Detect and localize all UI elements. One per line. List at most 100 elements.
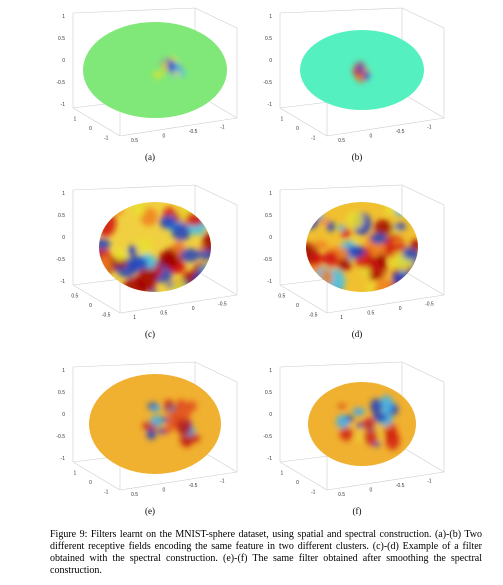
pattern-blobs — [142, 398, 200, 448]
axis-line — [72, 284, 121, 314]
pattern-blobs — [153, 56, 186, 79]
pattern-blob — [99, 211, 107, 217]
z-tick-label: 1 — [269, 191, 272, 197]
z-tick-label: 1 — [269, 14, 272, 20]
x-tick-label: -0.5 — [102, 312, 111, 318]
pattern-blob — [189, 433, 200, 443]
x-tick-label: 0 — [89, 126, 92, 132]
y-tick-label: 0 — [369, 487, 372, 493]
pattern-blob — [322, 250, 339, 267]
pattern-blob — [326, 221, 336, 232]
pattern-blob — [365, 284, 377, 292]
axis-line — [401, 184, 445, 206]
axis-line — [401, 7, 445, 29]
y-tick-label: 0 — [192, 306, 195, 312]
subfigure-label: (f) — [353, 506, 362, 516]
pattern-blob — [171, 223, 191, 242]
y-tick-label: -0.5 — [189, 483, 198, 489]
pattern-blob — [363, 428, 379, 446]
x-tick-label: 0 — [296, 126, 299, 132]
subfigure-label: (c) — [145, 329, 155, 339]
z-tick-label: 1 — [62, 191, 65, 197]
axis-line — [326, 471, 445, 491]
axis-line — [119, 294, 238, 314]
pattern-blob — [338, 404, 346, 409]
pattern-blob — [150, 405, 161, 412]
y-tick-label: -1 — [220, 124, 225, 130]
pattern-blob — [335, 289, 342, 292]
axis-line — [279, 184, 403, 191]
pattern-blobs — [352, 62, 370, 83]
pattern-blob — [316, 212, 324, 220]
pattern-blob — [356, 422, 363, 429]
caption: Figure 9: Filters learnt on the MNIST-sp… — [50, 529, 482, 576]
axis-line — [279, 107, 328, 137]
axis-line — [72, 184, 196, 191]
pattern-blob — [374, 219, 393, 236]
pattern-blob — [153, 71, 163, 79]
x-tick-label: 1 — [73, 117, 76, 123]
z-tick-label: 0 — [62, 235, 65, 241]
x-tick-label: 0 — [89, 303, 92, 309]
y-tick-label: -1 — [220, 478, 225, 484]
z-tick-label: -1 — [61, 102, 66, 108]
axis-line — [401, 361, 445, 383]
axis-line — [194, 7, 238, 29]
pattern-blob — [163, 426, 172, 434]
x-tick-label: 0 — [296, 303, 299, 309]
axis-line — [194, 361, 238, 383]
subfigure: 1 0.5 0 -0.5 -1 1 0 -1 0.5 0 -0.5 -1 (e) — [56, 361, 238, 516]
pattern-blob — [377, 252, 387, 265]
pattern-blob — [150, 415, 164, 427]
axis-line — [279, 7, 403, 14]
subfigure: 1 0.5 0 -0.5 -1 0.5 0 -0.5 1 0.5 0 -0.5 (c) — [56, 184, 238, 339]
z-tick-label: 0 — [269, 235, 272, 241]
pattern-blob — [180, 248, 200, 263]
y-tick-label: -0.5 — [189, 129, 198, 135]
z-tick-label: 0 — [269, 58, 272, 64]
pattern-blob — [399, 278, 414, 292]
z-tick-label: -0.5 — [56, 434, 65, 440]
sphere-pattern — [153, 56, 186, 79]
z-tick-label: 0.5 — [58, 390, 65, 396]
pattern-blob — [99, 255, 112, 273]
pattern-blob — [347, 245, 366, 258]
pattern-blob — [352, 237, 360, 245]
subfigure-label: (d) — [352, 329, 363, 339]
pattern-blob — [388, 285, 396, 291]
pattern-blob — [132, 202, 146, 218]
z-tick-label: -1 — [61, 279, 66, 285]
pattern-blob — [384, 204, 396, 216]
subfigure-label: (e) — [145, 506, 155, 516]
y-tick-label: 0.5 — [338, 492, 345, 498]
axis-line — [72, 7, 196, 14]
z-tick-label: -1 — [268, 279, 273, 285]
axis-line — [72, 461, 121, 491]
y-tick-label: 0.5 — [338, 138, 345, 144]
pattern-blob — [197, 202, 207, 206]
y-tick-label: 0 — [162, 133, 165, 139]
z-tick-label: -0.5 — [56, 257, 65, 263]
axis-line — [194, 269, 238, 296]
axis-line — [72, 107, 121, 137]
pattern-blob — [160, 417, 169, 423]
y-tick-label: 0 — [369, 133, 372, 139]
pattern-blob — [346, 423, 354, 428]
subfigure: 1 0.5 0 -0.5 -1 0.5 0 -0.5 1 0.5 0 -0.5 (d) — [263, 184, 445, 339]
pattern-blob — [99, 238, 111, 251]
z-tick-label: 1 — [62, 368, 65, 374]
z-tick-label: -0.5 — [263, 80, 272, 86]
z-tick-label: 0.5 — [265, 213, 272, 219]
z-tick-label: 1 — [269, 368, 272, 374]
axis-line — [279, 284, 328, 314]
pattern-blob — [320, 268, 333, 286]
pattern-blob — [309, 252, 323, 266]
pattern-blob — [306, 202, 323, 216]
x-tick-label: 0 — [89, 480, 92, 486]
pattern-blob — [183, 435, 192, 448]
pattern-blob — [362, 417, 375, 432]
pattern-blob — [167, 60, 176, 72]
pattern-blob — [337, 224, 346, 232]
pattern-blob — [312, 240, 328, 250]
pattern-blob — [158, 250, 179, 267]
